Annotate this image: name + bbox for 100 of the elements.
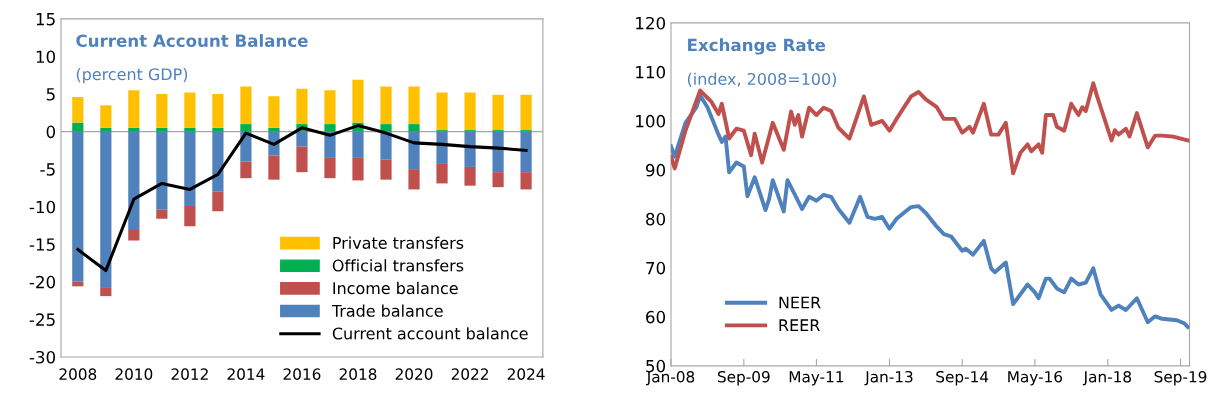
bar xyxy=(324,124,336,132)
bar xyxy=(520,172,532,190)
bar xyxy=(520,94,532,131)
bar xyxy=(156,127,168,132)
y-tick-label: -5 xyxy=(40,163,55,176)
bar xyxy=(212,94,224,128)
bar xyxy=(352,79,364,123)
text: (percent GDP) xyxy=(76,67,188,84)
y-tick-label: -30 xyxy=(29,350,56,364)
bar xyxy=(464,92,476,131)
bar xyxy=(408,131,420,170)
legend-label: REER xyxy=(779,319,820,331)
x-tick-label: Sep-14 xyxy=(936,370,989,386)
y-tick-label: 100 xyxy=(636,114,666,128)
bar xyxy=(156,209,168,219)
bar xyxy=(72,97,84,123)
bar xyxy=(100,105,112,128)
x-tick-label: Sep-09 xyxy=(717,370,770,386)
x-tick-label: 2010 xyxy=(115,368,153,380)
y-tick-label: -10 xyxy=(29,200,56,214)
bar xyxy=(436,131,448,164)
bar xyxy=(492,94,504,131)
bar xyxy=(296,131,308,147)
bar xyxy=(72,131,84,282)
y-tick-label: 70 xyxy=(646,261,666,275)
bar xyxy=(128,90,140,128)
bar xyxy=(436,163,448,184)
bar xyxy=(492,172,504,188)
bar xyxy=(240,161,252,179)
bar xyxy=(380,159,392,180)
text: Exchange Rate xyxy=(688,38,826,55)
y-tick-label: -25 xyxy=(29,313,55,326)
x-tick-label: 2012 xyxy=(171,368,208,380)
x-tick-label: 2018 xyxy=(339,368,377,380)
bar xyxy=(72,122,84,132)
bar xyxy=(100,287,112,297)
y-tick-label: 90 xyxy=(645,163,666,177)
bar xyxy=(408,169,420,190)
line-series xyxy=(671,93,1190,330)
x-tick-label: Sep-19 xyxy=(1154,370,1207,386)
bar xyxy=(352,131,364,158)
bar xyxy=(408,124,420,132)
bar xyxy=(100,127,112,132)
bar xyxy=(156,94,168,128)
x-tick-label: Jan-18 xyxy=(1082,370,1132,386)
bar xyxy=(268,127,280,132)
x-tick-label: May-11 xyxy=(789,371,844,386)
y-tick-label: 10 xyxy=(36,50,56,64)
bar xyxy=(380,86,392,125)
y-tick-label: 15 xyxy=(36,13,55,26)
bar xyxy=(100,131,112,288)
y-tick-label: 0 xyxy=(46,125,56,139)
bar xyxy=(520,131,532,173)
bar xyxy=(408,86,420,125)
x-tick-label: 2014 xyxy=(227,368,265,380)
bar xyxy=(296,146,308,173)
legend-label: Trade balance xyxy=(331,304,443,317)
bar xyxy=(296,88,308,125)
legend-label: NEER xyxy=(779,296,821,309)
bar xyxy=(212,131,224,192)
y-tick-label: 5 xyxy=(46,88,55,101)
bar xyxy=(268,96,280,128)
y-tick-label: 120 xyxy=(636,16,666,30)
y-tick-label: -15 xyxy=(29,238,55,251)
y-tick-label: 50 xyxy=(646,359,666,373)
bar xyxy=(324,157,336,179)
bar xyxy=(352,157,364,181)
x-tick-label: 2022 xyxy=(451,368,488,380)
bar xyxy=(156,131,168,210)
bar xyxy=(184,205,196,227)
x-tick-label: Jan-08 xyxy=(645,370,695,386)
bar xyxy=(240,86,252,125)
x-tick-label: 2020 xyxy=(395,368,433,380)
bar xyxy=(212,191,224,212)
bar xyxy=(184,127,196,132)
y-tick-label: 80 xyxy=(646,212,666,226)
bar xyxy=(128,230,140,241)
bar xyxy=(464,166,476,186)
x-tick-label: May-16 xyxy=(1008,370,1063,386)
y-tick-label: 110 xyxy=(636,65,666,79)
bar xyxy=(380,124,392,132)
bar xyxy=(128,127,140,132)
y-tick-label: -20 xyxy=(29,275,56,289)
bar xyxy=(380,131,392,160)
legend-label: Private transfers xyxy=(333,236,464,249)
bar xyxy=(240,124,252,132)
legend-label: Current account balance xyxy=(332,327,528,340)
x-tick-label: 2016 xyxy=(283,368,321,380)
bar xyxy=(184,131,196,206)
bar xyxy=(184,92,196,128)
text: (index, 2008=100) xyxy=(687,72,837,87)
bar xyxy=(436,92,448,131)
line-series xyxy=(76,124,528,273)
bar xyxy=(128,131,140,231)
bar xyxy=(324,90,336,125)
bar xyxy=(492,131,504,173)
legend-label: Income balance xyxy=(333,281,458,295)
text: Current Account Balance xyxy=(76,34,308,48)
x-tick-label: 2008 xyxy=(59,368,97,380)
y-tick-label: 60 xyxy=(646,310,666,324)
